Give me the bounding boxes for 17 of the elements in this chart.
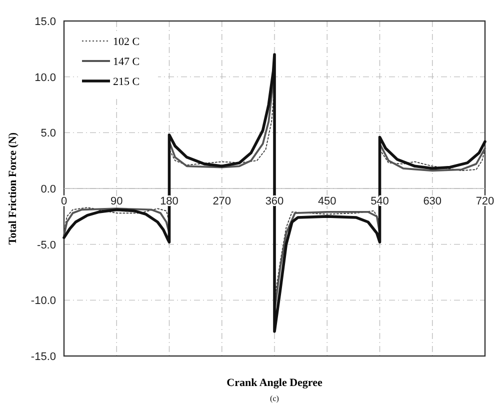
legend-label: 102 C [113, 36, 140, 48]
legend-label: 215 C [113, 76, 140, 88]
x-tick-label: 90 [110, 196, 123, 208]
y-tick-label: -5.0 [37, 239, 56, 252]
y-tick-label: -15.0 [30, 351, 56, 363]
y-tick-label: 5.0 [40, 128, 56, 140]
x-tick-label: 450 [318, 196, 336, 208]
x-axis-title: Crank Angle Degree [226, 377, 322, 389]
legend-label: 147 C [113, 56, 140, 68]
y-tick-label: 0.0 [40, 184, 56, 196]
y-axis-title: Total Friction Force (N) [7, 132, 19, 245]
y-tick-label: -10.0 [30, 295, 56, 308]
x-tick-label: 270 [212, 196, 232, 208]
y-tick-label: 15.0 [34, 16, 56, 28]
x-tick-label: 630 [423, 196, 442, 208]
text: (c) [270, 394, 280, 403]
y-tick-label: 10.0 [34, 72, 56, 84]
